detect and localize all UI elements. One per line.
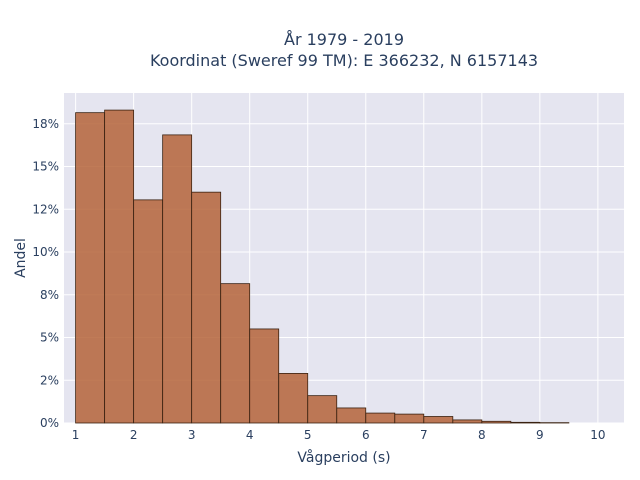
- histogram-bar: [365, 412, 396, 424]
- histogram-bar: [191, 191, 222, 424]
- x-tick-label: 7: [420, 428, 428, 442]
- x-tick-label: 6: [362, 428, 370, 442]
- histogram-bar: [307, 395, 338, 424]
- y-tick-label: 0%: [40, 416, 59, 430]
- x-tick-labels: 1 2 3 4 5 6 7 8 9 10: [72, 428, 606, 442]
- y-tick-label: 8%: [40, 288, 59, 302]
- y-tick-label: 10%: [32, 245, 59, 259]
- chart-title-line-1: År 1979 - 2019: [284, 30, 404, 49]
- x-axis-label: Vågperiod (s): [297, 449, 390, 466]
- x-tick-label: 5: [304, 428, 312, 442]
- histogram-bar: [452, 419, 483, 424]
- x-tick-label: 2: [130, 428, 138, 442]
- x-tick-label: 10: [590, 428, 605, 442]
- histogram-bar: [394, 413, 425, 424]
- chart-title-line-2: Koordinat (Sweref 99 TM): E 366232, N 61…: [150, 51, 538, 70]
- x-tick-label: 8: [478, 428, 486, 442]
- histogram-bar: [336, 407, 367, 424]
- y-tick-label: 18%: [32, 117, 59, 131]
- x-tick-label: 1: [72, 428, 80, 442]
- histogram-bar: [104, 109, 135, 424]
- y-tick-labels: 0% 2% 5% 8% 10% 12% 15% 18%: [32, 117, 59, 430]
- x-tick-label: 3: [188, 428, 196, 442]
- x-tick-label: 9: [536, 428, 544, 442]
- y-tick-label: 2%: [40, 373, 59, 387]
- histogram-bar: [220, 283, 251, 424]
- histogram-bar: [278, 373, 309, 424]
- histogram-bar: [249, 328, 280, 424]
- histogram-bar: [133, 199, 164, 424]
- histogram-bar: [481, 420, 512, 424]
- y-tick-label: 15%: [32, 160, 59, 174]
- y-tick-label: 5%: [40, 331, 59, 345]
- y-axis-label: Andel: [13, 238, 29, 278]
- histogram-bar: [75, 112, 106, 424]
- histogram-bar: [423, 416, 454, 424]
- bars: [75, 109, 570, 424]
- histogram-bar: [510, 421, 541, 424]
- histogram-bar: [162, 134, 193, 424]
- x-tick-label: 4: [246, 428, 254, 442]
- y-tick-label: 12%: [32, 202, 59, 216]
